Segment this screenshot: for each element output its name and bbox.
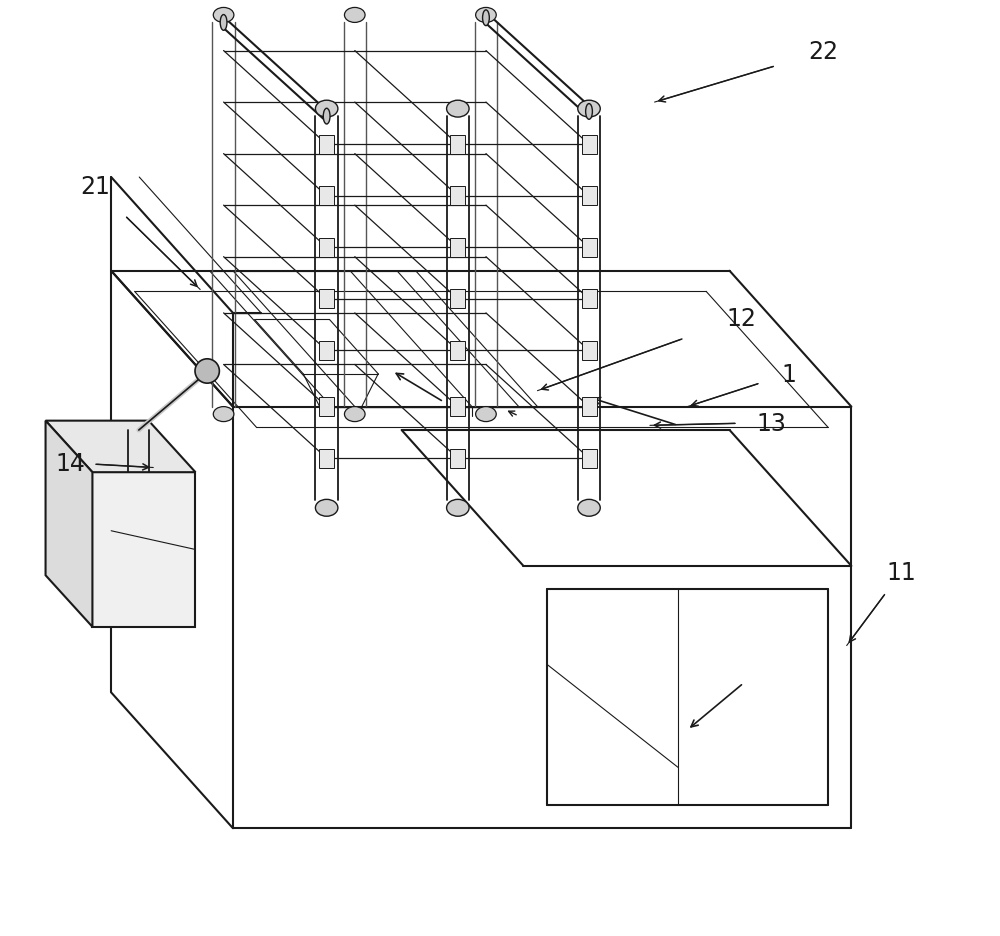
Text: 22: 22 bbox=[808, 40, 838, 65]
Polygon shape bbox=[450, 398, 465, 417]
Polygon shape bbox=[582, 136, 597, 154]
Polygon shape bbox=[46, 421, 195, 473]
Ellipse shape bbox=[578, 500, 600, 517]
Ellipse shape bbox=[476, 407, 496, 422]
Polygon shape bbox=[582, 290, 597, 309]
Ellipse shape bbox=[213, 8, 234, 23]
Polygon shape bbox=[319, 187, 334, 206]
Polygon shape bbox=[582, 342, 597, 360]
Polygon shape bbox=[450, 239, 465, 257]
Polygon shape bbox=[582, 239, 597, 257]
Text: 11: 11 bbox=[886, 561, 916, 585]
Ellipse shape bbox=[344, 407, 365, 422]
Ellipse shape bbox=[315, 101, 338, 118]
Polygon shape bbox=[92, 473, 195, 627]
Polygon shape bbox=[319, 398, 334, 417]
Polygon shape bbox=[46, 421, 92, 627]
Ellipse shape bbox=[315, 500, 338, 517]
Ellipse shape bbox=[344, 8, 365, 23]
Ellipse shape bbox=[220, 16, 227, 31]
Text: 12: 12 bbox=[727, 306, 757, 330]
Polygon shape bbox=[582, 398, 597, 417]
Polygon shape bbox=[319, 290, 334, 309]
Polygon shape bbox=[319, 342, 334, 360]
Polygon shape bbox=[450, 290, 465, 309]
Ellipse shape bbox=[578, 101, 600, 118]
Ellipse shape bbox=[213, 407, 234, 422]
Polygon shape bbox=[450, 187, 465, 206]
Text: 1: 1 bbox=[781, 362, 796, 387]
Polygon shape bbox=[582, 187, 597, 206]
Polygon shape bbox=[319, 136, 334, 154]
Text: 14: 14 bbox=[56, 451, 86, 475]
Polygon shape bbox=[319, 239, 334, 257]
Circle shape bbox=[195, 359, 219, 384]
Ellipse shape bbox=[483, 11, 489, 26]
Polygon shape bbox=[319, 449, 334, 468]
Text: 21: 21 bbox=[80, 175, 110, 199]
Polygon shape bbox=[582, 449, 597, 468]
Polygon shape bbox=[450, 136, 465, 154]
Ellipse shape bbox=[586, 105, 592, 120]
Ellipse shape bbox=[447, 101, 469, 118]
Text: 13: 13 bbox=[757, 411, 787, 435]
Polygon shape bbox=[450, 342, 465, 360]
Ellipse shape bbox=[476, 8, 496, 23]
Ellipse shape bbox=[323, 110, 330, 124]
Polygon shape bbox=[450, 449, 465, 468]
Ellipse shape bbox=[447, 500, 469, 517]
